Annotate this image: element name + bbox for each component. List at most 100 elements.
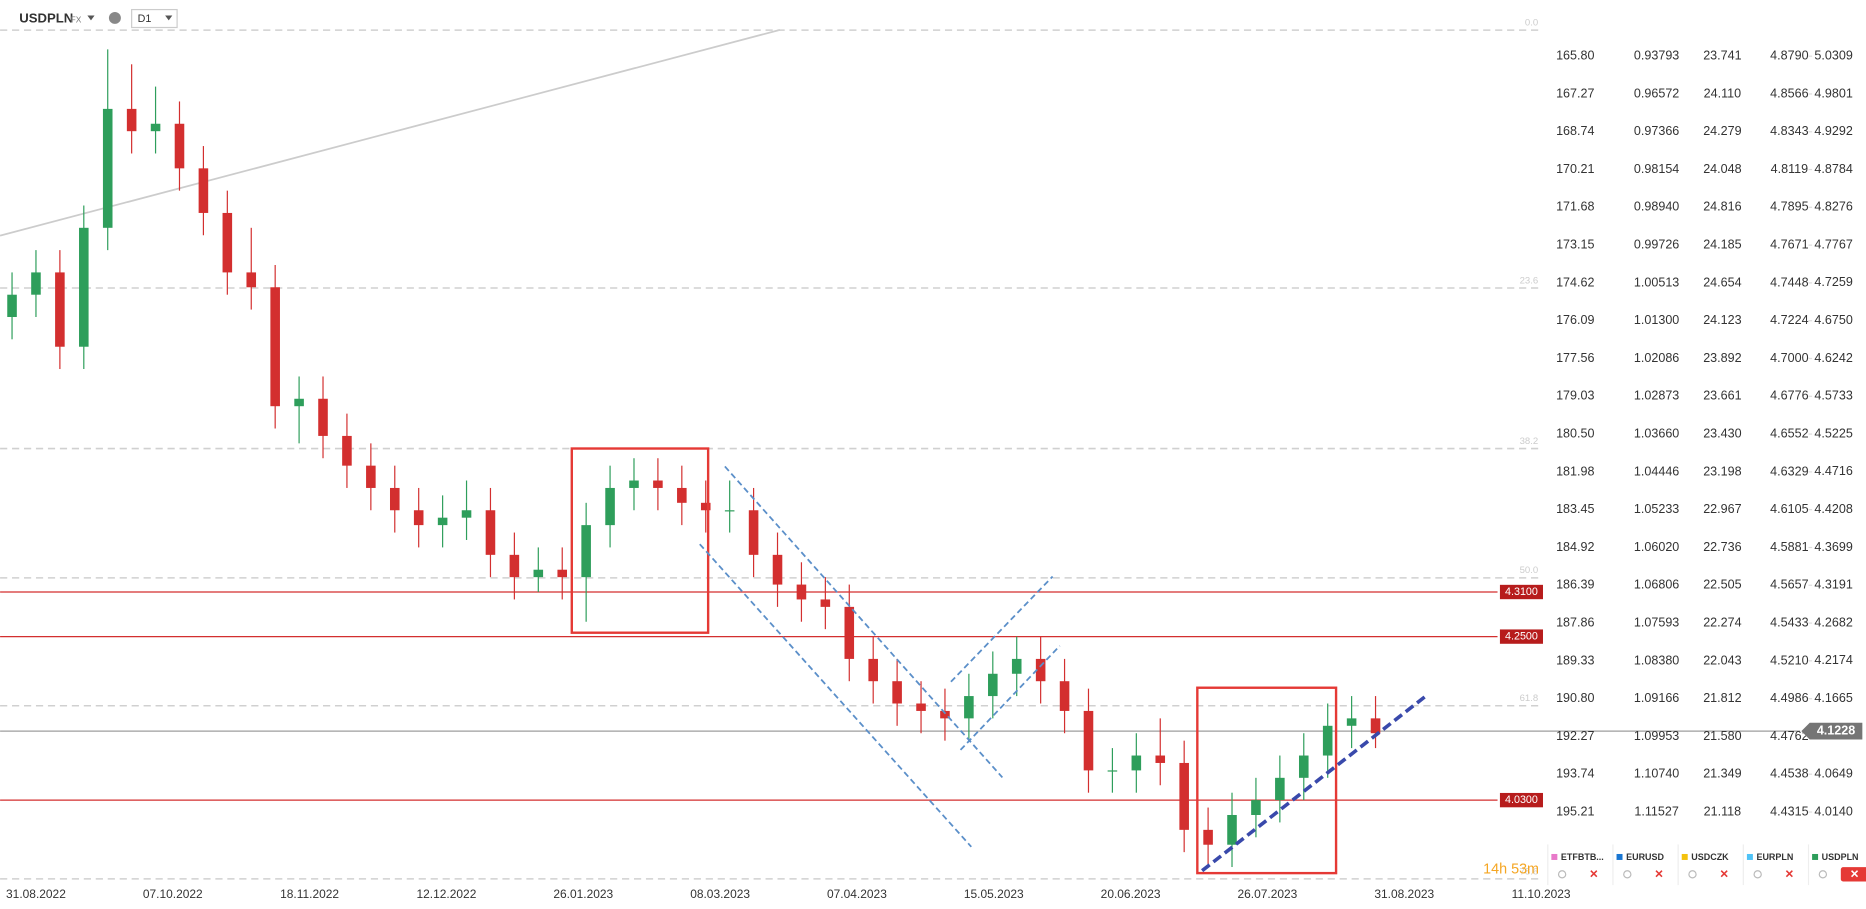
candle-body — [1322, 725, 1333, 756]
level-box — [1499, 792, 1543, 808]
info-icon[interactable] — [108, 11, 121, 24]
timeframe-box[interactable] — [131, 8, 178, 29]
y-tick-label: 4.7259 — [1814, 275, 1852, 289]
fib-label: 0.0 — [1525, 17, 1538, 28]
price-scale-label: 168.74 — [1556, 124, 1594, 138]
price-scale-label: 4.5433 — [1770, 615, 1808, 629]
candle-body — [342, 435, 352, 466]
price-scale-label: 193.74 — [1556, 767, 1594, 781]
price-scale-label: 24.279 — [1703, 124, 1741, 138]
candle-body — [79, 227, 89, 347]
x-tick-label: 07.10.2022 — [143, 887, 203, 901]
price-scale-label: 179.03 — [1556, 389, 1594, 403]
level-label: 4.2500 — [1505, 630, 1538, 642]
y-tick-label: 4.1665 — [1814, 691, 1852, 705]
y-tick-label: 4.3191 — [1814, 578, 1852, 592]
last-price-box — [1801, 722, 1863, 740]
x-tick-label: 26.01.2023 — [553, 887, 613, 901]
eye-icon[interactable] — [1688, 870, 1697, 879]
price-scale-label: 4.4762 — [1770, 729, 1808, 743]
price-scale-label: 183.45 — [1556, 502, 1594, 516]
candle-body — [1275, 777, 1285, 801]
price-scale-label: 4.7000 — [1770, 351, 1808, 365]
candle-body — [964, 696, 974, 719]
eye-icon[interactable] — [1623, 870, 1632, 879]
price-scale-label: 4.6552 — [1770, 426, 1808, 440]
legend-label[interactable]: EURPLN — [1756, 852, 1793, 862]
legend-label[interactable]: EURUSD — [1626, 852, 1664, 862]
price-scale-label: 22.274 — [1703, 615, 1741, 629]
y-tick-label: 4.2174 — [1814, 653, 1852, 667]
y-tick-label: 4.8276 — [1814, 200, 1852, 214]
legend-label[interactable]: ETFBTB... — [1561, 852, 1604, 862]
x-tick-label: 18.11.2022 — [280, 887, 339, 901]
trend-line — [0, 29, 781, 237]
timeframe-dropdown[interactable] — [165, 15, 173, 21]
price-scale-label: 190.80 — [1556, 691, 1594, 705]
candle-body — [126, 108, 137, 132]
price-scale-label: 0.98154 — [1634, 162, 1679, 176]
price-scale-label: 21.349 — [1703, 767, 1741, 781]
price-scale-label: 189.33 — [1556, 653, 1594, 667]
symbol-dropdown[interactable] — [87, 15, 95, 21]
candle-body — [844, 606, 855, 659]
x-tick-label: 31.08.2022 — [6, 887, 66, 901]
close-icon[interactable] — [1590, 870, 1598, 878]
candle-body — [1083, 710, 1094, 771]
close-icon[interactable] — [1785, 870, 1793, 878]
candle-body — [270, 287, 280, 407]
close-icon[interactable] — [1720, 870, 1728, 878]
legend-label[interactable]: USDCZK — [1691, 852, 1729, 862]
candle-body — [1370, 718, 1381, 734]
candle-body — [892, 681, 902, 704]
candle-body — [772, 554, 783, 585]
timeframe[interactable]: D1 — [138, 13, 152, 25]
y-tick-label: 4.9292 — [1814, 124, 1852, 138]
close-icon[interactable] — [1655, 870, 1663, 878]
price-scale-label: 23.892 — [1703, 351, 1741, 365]
price-scale-label: 0.97366 — [1634, 124, 1679, 138]
price-scale-label: 1.05233 — [1634, 502, 1679, 516]
y-tick-label: 4.4208 — [1814, 502, 1852, 516]
channel-line — [724, 465, 1004, 779]
price-scale-label: 1.08380 — [1634, 653, 1679, 667]
candle-body — [1179, 762, 1189, 830]
candle-body — [1011, 658, 1022, 674]
price-scale-label: 184.92 — [1556, 540, 1594, 554]
price-scale-label: 4.7895 — [1770, 200, 1808, 214]
eye-icon[interactable] — [1557, 870, 1567, 879]
price-scale-label: 22.043 — [1703, 653, 1741, 667]
legend: ETFBTB... EURUSD USDCZK EURPLN USDPLN — [1547, 844, 1866, 886]
highlight-box — [1196, 686, 1338, 875]
close-icon[interactable] — [1851, 870, 1859, 878]
candle-body — [820, 599, 831, 607]
price-scale-label: 180.50 — [1556, 426, 1594, 440]
candle-body — [557, 569, 568, 578]
y-tick-label: 4.5733 — [1814, 389, 1852, 403]
highlight-box — [570, 447, 710, 634]
candle-body — [653, 480, 663, 488]
legend-swatch — [1812, 853, 1819, 860]
candle-body — [1346, 718, 1357, 726]
price-scale-label: 1.00513 — [1634, 275, 1679, 289]
candle-body — [700, 502, 711, 511]
x-tick-label: 31.08.2023 — [1374, 887, 1434, 901]
price-scale-label: 4.6105 — [1770, 502, 1808, 516]
last-price-label: 4.1228 — [1817, 723, 1855, 737]
price-scale-label: 0.99726 — [1634, 238, 1679, 252]
price-scale-label: 4.5657 — [1770, 578, 1808, 592]
eye-icon[interactable] — [1818, 870, 1828, 879]
price-scale-label: 24.048 — [1703, 162, 1741, 176]
candle-body — [485, 510, 496, 555]
legend-label[interactable]: USDPLN — [1822, 852, 1859, 862]
price-scale-label: 1.02873 — [1634, 389, 1679, 403]
eye-icon[interactable] — [1753, 870, 1762, 879]
price-scale-label: 0.93793 — [1634, 49, 1679, 63]
price-scale-label: 4.5210 — [1770, 653, 1808, 667]
y-tick-label: 4.4716 — [1814, 464, 1852, 478]
candle-body — [605, 487, 615, 526]
symbol[interactable]: USDPLN — [19, 11, 73, 26]
price-scale-label: 181.98 — [1556, 464, 1594, 478]
